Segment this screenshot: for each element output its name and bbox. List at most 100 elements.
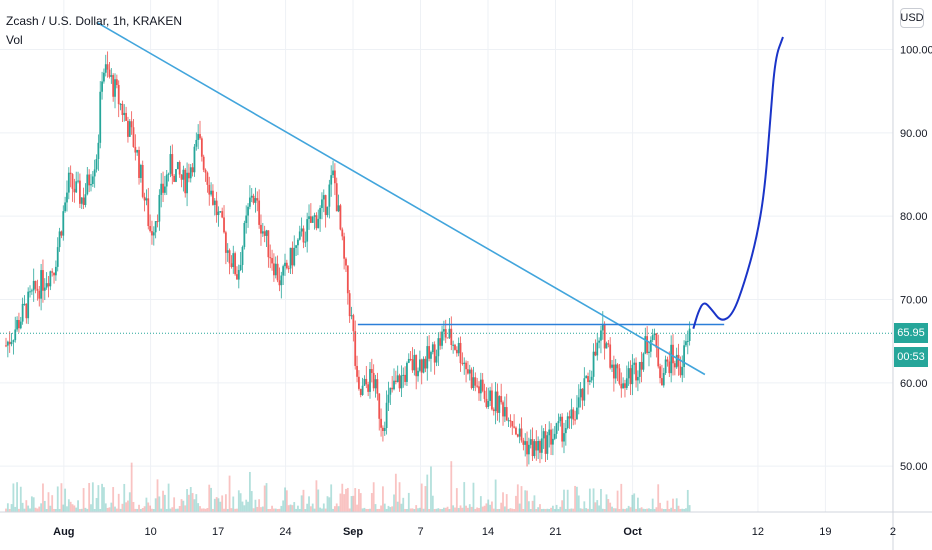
volume-bar	[587, 508, 589, 512]
volume-bar	[583, 501, 586, 512]
volume-bar	[600, 488, 602, 512]
candle-body	[638, 361, 641, 377]
volume-bar	[601, 508, 604, 512]
candle-body	[683, 345, 685, 368]
currency-button[interactable]: USD	[900, 8, 924, 28]
time-axis-label: 14	[482, 526, 494, 538]
candle-body	[370, 369, 373, 373]
candle-body	[210, 190, 212, 195]
volume-bar	[664, 509, 667, 512]
volume-bar	[165, 508, 168, 512]
candle-body	[212, 190, 214, 205]
candle-body	[430, 352, 432, 359]
candle-body	[195, 139, 198, 147]
candle-body	[29, 291, 31, 293]
volume-bar	[188, 494, 190, 512]
candle-body	[337, 205, 340, 212]
volume-bar	[661, 508, 663, 512]
candle-body	[614, 364, 617, 379]
candle-body	[54, 266, 57, 276]
candle-body	[367, 384, 370, 392]
candle-body	[315, 215, 318, 229]
candle-body	[284, 262, 286, 267]
volume-bar	[393, 494, 395, 512]
volume-bar	[474, 508, 477, 512]
chart-grid	[0, 0, 894, 512]
candlesticks	[5, 51, 691, 467]
candle-body	[90, 183, 92, 186]
candle-body	[675, 354, 678, 368]
candle-body	[635, 362, 637, 381]
volume-bar	[315, 480, 318, 512]
volume-bar	[191, 493, 194, 512]
candle-body	[67, 172, 70, 193]
volume-bar	[51, 495, 54, 512]
volume-bar	[321, 508, 323, 512]
volume-bar	[173, 497, 176, 512]
volume-bar	[67, 499, 70, 512]
volume-bar	[598, 505, 601, 512]
candle-body	[134, 146, 137, 153]
volume-indicator-label[interactable]: Vol	[6, 33, 23, 47]
candle-body	[544, 431, 547, 454]
candle-body	[306, 219, 309, 242]
candle-body	[564, 428, 567, 434]
candle-body	[267, 230, 270, 258]
volume-bar	[112, 487, 115, 512]
candle-body	[341, 229, 344, 237]
symbol-title[interactable]: Zcash / U.S. Dollar, 1h, KRAKEN	[6, 14, 183, 28]
candle-body	[42, 270, 44, 291]
candle-body	[58, 231, 61, 248]
volume-bar	[341, 483, 344, 512]
candle-body	[108, 69, 111, 77]
volume-bar	[522, 508, 525, 512]
candle-body	[494, 391, 497, 412]
candle-body	[407, 358, 410, 363]
candle-body	[651, 335, 654, 341]
candle-body	[125, 112, 127, 121]
volume-bar	[686, 489, 689, 512]
candle-body	[354, 331, 357, 366]
candle-body	[502, 402, 504, 417]
volume-bar	[232, 496, 235, 512]
volume-bar	[291, 505, 294, 512]
volume-bar	[439, 508, 442, 512]
volume-bar	[672, 498, 674, 512]
volume-bar	[289, 504, 292, 512]
candle-body	[433, 344, 436, 363]
volume-bar	[101, 483, 103, 512]
volume-bar	[154, 498, 157, 512]
volume-bar	[491, 501, 493, 512]
candle-body	[376, 379, 379, 394]
candle-body	[171, 154, 174, 176]
candle-body	[603, 323, 606, 349]
volume-bar	[176, 508, 179, 512]
price-axis-label: 70.00	[900, 295, 928, 307]
volume-bar	[444, 507, 447, 512]
candle-body	[285, 262, 288, 269]
candle-body	[169, 154, 172, 174]
volume-bar	[629, 507, 632, 512]
volume-bar	[659, 502, 661, 512]
candle-body	[594, 351, 597, 356]
candle-body	[685, 341, 687, 346]
candle-body	[664, 359, 667, 374]
candle-body	[88, 174, 91, 186]
candle-body	[618, 368, 621, 384]
candle-body	[156, 221, 159, 223]
volume-bar	[267, 508, 270, 512]
candle-body	[662, 373, 665, 386]
volume-bar	[358, 489, 360, 512]
volume-bar	[655, 507, 658, 512]
candle-body	[548, 429, 551, 436]
candle-body	[629, 368, 632, 385]
volume-bar	[12, 483, 15, 512]
volume-bar	[646, 508, 649, 512]
candle-body	[335, 183, 338, 212]
volume-bar	[568, 508, 571, 512]
volume-bar	[463, 482, 466, 512]
candle-body	[605, 343, 608, 349]
volume-bar	[467, 507, 469, 512]
volume-bar	[42, 483, 44, 512]
